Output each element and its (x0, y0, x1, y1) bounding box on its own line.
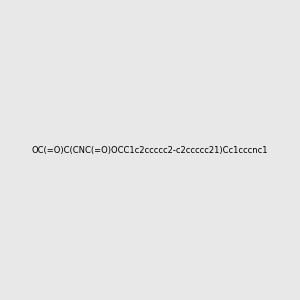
Text: OC(=O)C(CNC(=O)OCC1c2ccccc2-c2ccccc21)Cc1cccnc1: OC(=O)C(CNC(=O)OCC1c2ccccc2-c2ccccc21)Cc… (32, 146, 268, 154)
